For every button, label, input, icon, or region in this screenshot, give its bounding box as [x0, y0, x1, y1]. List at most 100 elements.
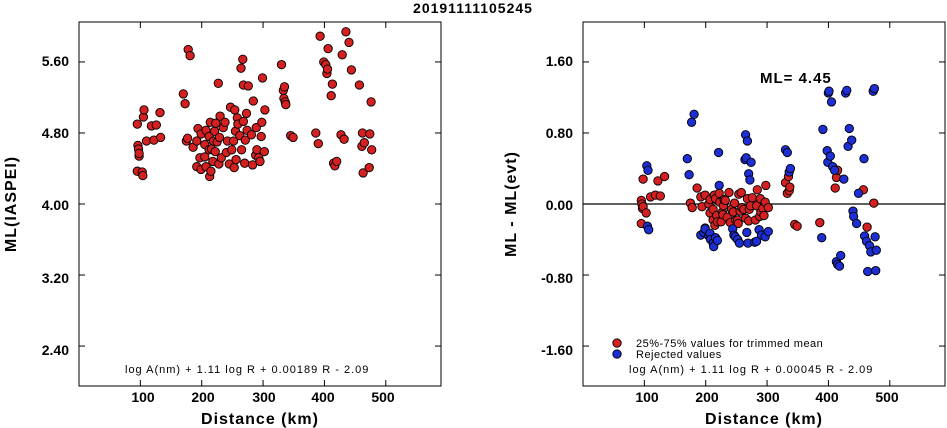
right-formula: log A(nm) + 1.11 log R + 0.00045 R - 2.0… [629, 364, 873, 376]
left-point-s0-108 [332, 156, 342, 167]
right-point-s1-62 [844, 123, 854, 134]
left-y-axis-label: ML(IASPEI) [3, 156, 20, 252]
right-point-s1-41 [782, 147, 792, 158]
right-point-s1-66 [851, 218, 862, 229]
left-point-s0-59 [230, 105, 240, 115]
left-point-s0-118 [358, 168, 368, 178]
right-point-s1-75 [869, 83, 880, 94]
right-point-s1-4 [682, 154, 692, 164]
right-point-s1-60 [842, 85, 852, 96]
left-point-s0-84 [257, 117, 267, 127]
right-point-s0-66 [761, 180, 771, 191]
right-x-axis-label: Distance (km) [705, 411, 823, 428]
right-point-s1-77 [871, 265, 881, 276]
left-point-s0-76 [247, 160, 258, 170]
right-y-tick--1.60: -1.60 [541, 342, 573, 358]
right-point-s0-5 [638, 174, 648, 184]
left-points [132, 27, 377, 182]
legend-label-rejected: Rejected values [636, 349, 722, 361]
right-point-s0-74 [792, 221, 802, 231]
left-point-s0-72 [241, 108, 252, 119]
legend-marker-trimmed [612, 338, 622, 348]
right-point-s0-80 [862, 222, 872, 232]
right-point-s1-71 [863, 266, 873, 277]
left-point-s0-113 [344, 37, 354, 48]
right-point-s0-81 [869, 198, 879, 208]
right-x-tick-500: 500 [875, 389, 899, 405]
left-y-tick-4.80: 4.80 [42, 125, 69, 141]
right-point-s1-68 [859, 154, 869, 164]
left-x-tick-100: 100 [131, 389, 155, 405]
right-x-tick-400: 400 [815, 389, 839, 405]
left-y-tick-2.40: 2.40 [42, 342, 69, 358]
left-point-s0-16 [178, 89, 188, 99]
right-y-tick-0.80: 0.80 [546, 125, 573, 141]
right-point-s1-50 [825, 151, 835, 161]
right-point-s1-5 [684, 170, 694, 180]
left-point-s0-42 [210, 146, 220, 157]
left-x-tick-300: 300 [252, 389, 276, 405]
left-point-s0-70 [240, 158, 250, 168]
right-point-s0-56 [747, 193, 757, 203]
right-point-s0-36 [720, 195, 730, 206]
left-point-s0-45 [213, 78, 223, 88]
left-point-s0-29 [200, 152, 210, 162]
right-point-s1-29 [742, 136, 753, 146]
right-point-s0-48 [736, 187, 746, 198]
left-point-s0-14 [155, 107, 165, 118]
right-point-s1-2 [643, 165, 653, 175]
left-panel: 100 200 300 400 500 5.60 4.80 4.00 3.20 … [3, 21, 442, 428]
left-point-s0-77 [248, 96, 258, 106]
right-x-tick-200: 200 [695, 389, 719, 405]
right-point-s1-33 [746, 157, 756, 167]
left-point-s0-97 [313, 138, 323, 149]
right-panel: 100 200 300 400 500 1.60 0.80 0.00 -0.80… [503, 21, 946, 428]
left-point-s0-114 [346, 65, 357, 75]
left-point-s0-91 [279, 82, 290, 92]
ml-annotation: ML= 4.45 [760, 70, 832, 87]
left-point-s0-1 [132, 119, 142, 129]
left-point-s0-85 [257, 73, 268, 83]
right-point-s1-32 [745, 175, 755, 185]
left-point-s0-37 [206, 166, 216, 176]
left-point-s0-71 [240, 135, 250, 145]
right-point-s1-18 [713, 147, 724, 158]
right-point-s1-51 [826, 97, 837, 107]
left-point-s0-7 [138, 170, 148, 181]
left-point-s0-88 [276, 59, 287, 70]
left-point-s0-15 [155, 132, 166, 143]
right-point-s0-42 [729, 198, 740, 208]
left-point-s0-17 [180, 99, 190, 109]
right-point-s0-64 [759, 210, 769, 221]
right-point-s0-75 [815, 217, 825, 228]
right-point-s1-19 [714, 180, 724, 191]
left-point-s0-110 [337, 50, 347, 60]
left-point-s0-115 [354, 80, 365, 90]
left-point-s0-66 [236, 145, 247, 155]
left-point-s0-104 [326, 91, 336, 101]
left-point-s0-61 [231, 154, 241, 165]
right-point-s1-39 [763, 226, 773, 237]
right-point-s1-6 [686, 117, 697, 127]
left-y-tick-3.20: 3.20 [42, 270, 69, 286]
right-point-s1-78 [871, 245, 881, 255]
right-x-tick-100: 100 [635, 389, 659, 405]
left-x-tick-200: 200 [191, 389, 215, 405]
figure-title: 20191111105245 [413, 0, 533, 16]
left-point-s0-24 [192, 136, 202, 146]
left-x-tick-400: 400 [311, 389, 335, 405]
left-point-s0-43 [211, 118, 221, 128]
left-point-s0-87 [260, 105, 270, 115]
left-point-s0-93 [281, 99, 291, 110]
left-x-tick-500: 500 [371, 389, 395, 405]
left-point-s0-9 [139, 105, 149, 115]
left-point-s0-58 [229, 162, 239, 173]
left-point-s0-95 [288, 132, 298, 143]
right-point-s1-43 [785, 163, 796, 174]
right-point-s0-11 [659, 171, 670, 182]
left-point-s0-83 [256, 131, 266, 142]
left-point-s0-86 [259, 146, 269, 157]
left-tick-group [79, 22, 441, 386]
left-point-s0-105 [327, 79, 338, 89]
